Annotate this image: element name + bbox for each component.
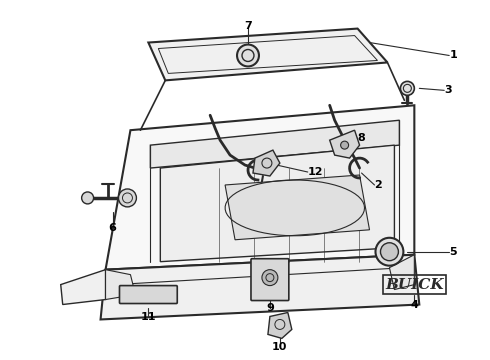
Text: 2: 2 (374, 180, 382, 190)
FancyBboxPatch shape (120, 285, 177, 303)
Circle shape (82, 192, 94, 204)
Text: 4: 4 (411, 300, 418, 310)
Circle shape (380, 243, 398, 261)
Text: 7: 7 (244, 21, 252, 31)
Text: BUICK: BUICK (385, 278, 443, 292)
Polygon shape (148, 28, 388, 80)
Polygon shape (150, 120, 399, 168)
Text: 3: 3 (444, 85, 452, 95)
Circle shape (375, 238, 403, 266)
Text: 6: 6 (109, 223, 117, 233)
Polygon shape (105, 105, 415, 270)
Polygon shape (100, 255, 419, 319)
Text: 11: 11 (141, 312, 156, 323)
Text: 10: 10 (272, 342, 288, 352)
Polygon shape (61, 270, 105, 305)
Polygon shape (253, 150, 280, 176)
Text: 8: 8 (358, 133, 366, 143)
Circle shape (119, 189, 136, 207)
Circle shape (262, 270, 278, 285)
Polygon shape (225, 175, 369, 240)
Polygon shape (105, 270, 135, 300)
Text: 5: 5 (449, 247, 457, 257)
Polygon shape (268, 312, 292, 338)
FancyBboxPatch shape (251, 259, 289, 301)
Circle shape (237, 45, 259, 67)
Polygon shape (160, 145, 394, 262)
Text: 12: 12 (308, 167, 323, 177)
Text: 1: 1 (449, 50, 457, 60)
Polygon shape (330, 130, 360, 158)
Polygon shape (390, 255, 415, 289)
Circle shape (341, 141, 348, 149)
Circle shape (400, 81, 415, 95)
Text: 9: 9 (266, 302, 274, 312)
